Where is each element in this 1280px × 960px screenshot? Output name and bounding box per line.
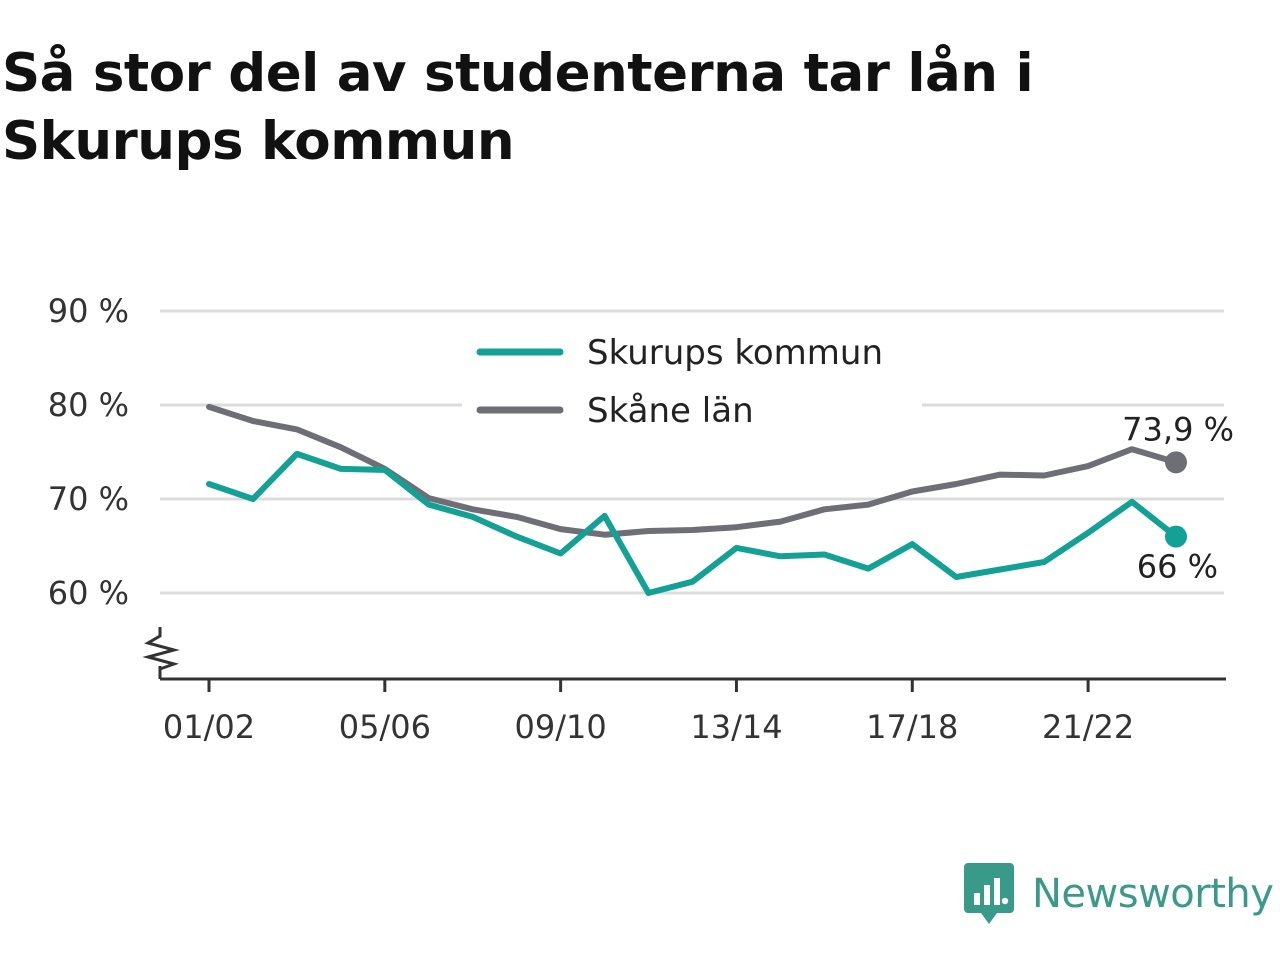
axes	[142, 627, 1226, 681]
x-tick-label: 05/06	[339, 708, 431, 746]
end-point-marker	[1165, 525, 1187, 548]
series-line-1	[206, 403, 1179, 538]
legend-label: Skåne län	[587, 391, 754, 431]
end-value-label: 73,9 %	[1122, 410, 1234, 448]
series-lines	[206, 403, 1179, 596]
legend: Skurups kommun Skåne län	[462, 322, 922, 434]
end-markers: 66 % 73,9 %	[1122, 410, 1234, 585]
x-axis-ticks: 01/02 05/06 09/10 13/14 17/18 21/22	[163, 679, 1134, 746]
x-tick-label: 01/02	[163, 708, 255, 746]
y-axis-tick-labels: 60 % 70 % 80 % 90 %	[48, 292, 129, 612]
series-line-0	[206, 450, 1179, 596]
brand-logo: Newsworthy	[964, 862, 1274, 926]
x-tick-label: 13/14	[690, 708, 782, 746]
y-tick-label: 80 %	[48, 386, 129, 424]
axis-break-symbol	[142, 627, 180, 671]
y-tick-label: 90 %	[48, 292, 129, 330]
newsworthy-logo-icon	[964, 863, 1014, 924]
x-tick-label: 21/22	[1042, 708, 1134, 746]
x-tick-label: 09/10	[515, 708, 607, 746]
legend-background	[462, 322, 922, 434]
brand-name: Newsworthy	[1032, 871, 1274, 917]
end-point-marker	[1165, 451, 1187, 474]
end-value-label: 66 %	[1137, 548, 1218, 586]
chart-title: Så stor del av studenterna tar lån i Sku…	[2, 43, 1034, 172]
y-tick-label: 70 %	[48, 480, 129, 518]
legend-label: Skurups kommun	[587, 333, 883, 373]
y-tick-label: 60 %	[48, 574, 129, 612]
x-tick-label: 17/18	[866, 708, 958, 746]
